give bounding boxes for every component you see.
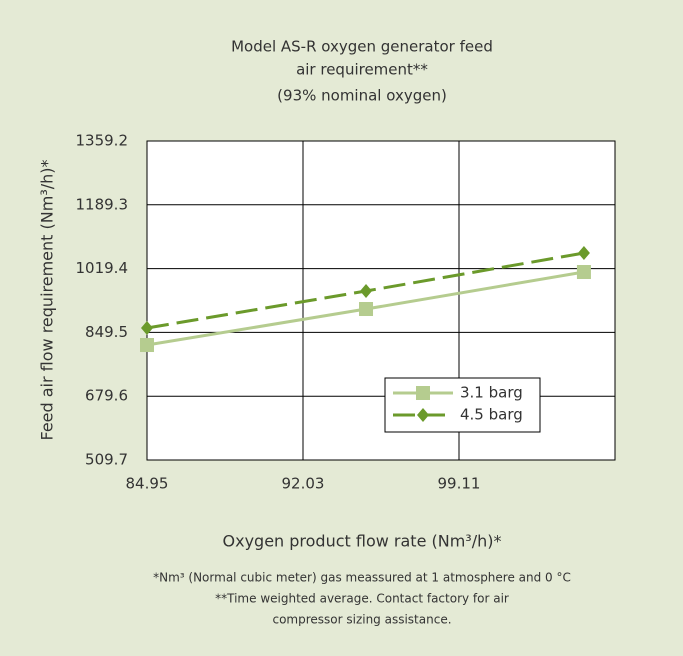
plot-area (147, 141, 615, 460)
x-tick-label: 99.11 (438, 475, 481, 493)
legend-marker (417, 408, 429, 422)
legend-box (384, 377, 541, 433)
data-point (140, 338, 154, 353)
y-tick-label: 509.7 (85, 451, 128, 469)
chart-title: air requirement** (296, 61, 428, 79)
chart-subtitle: (93% nominal oxygen) (277, 87, 447, 105)
chart-title: Model AS-R oxygen generator feed (231, 38, 493, 56)
data-point (577, 246, 590, 261)
y-tick-label: 1189.3 (76, 195, 129, 213)
y-tick-label: 1019.4 (76, 259, 129, 277)
y-tick-label: 849.5 (85, 323, 128, 341)
x-axis-label: Oxygen product flow rate (Nm³/h)* (223, 532, 502, 551)
legend-marker (416, 386, 430, 400)
y-tick-label: 679.6 (85, 387, 128, 405)
data-point (359, 302, 374, 317)
y-axis-label: Feed air flow requirement (Nm³/h)* (38, 159, 57, 440)
plot-border (146, 140, 616, 461)
data-point (141, 321, 153, 336)
x-tick-label: 92.03 (282, 475, 325, 493)
footnote: **Time weighted average. Contact factory… (215, 592, 509, 606)
x-tick-label: 84.95 (126, 475, 169, 493)
data-point (576, 265, 591, 280)
legend-label: 3.1 barg (460, 384, 523, 402)
footnote: compressor sizing assistance. (272, 613, 451, 627)
data-point (360, 284, 373, 299)
y-tick-label: 1359.2 (76, 132, 129, 150)
legend-label: 4.5 barg (460, 406, 523, 424)
footnote: *Nm³ (Normal cubic meter) gas meassured … (153, 571, 571, 585)
